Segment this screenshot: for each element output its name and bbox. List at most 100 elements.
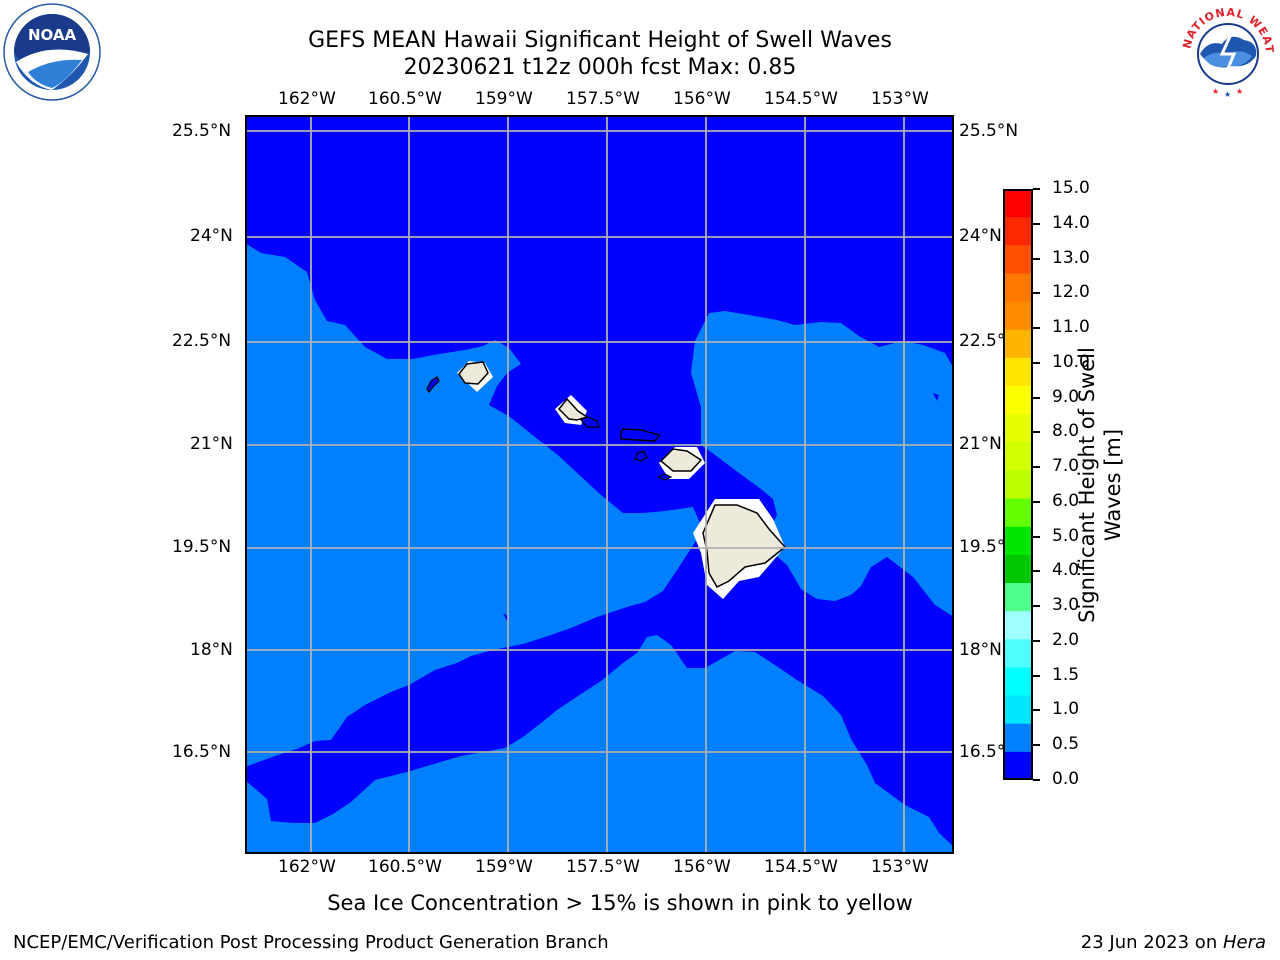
svg-text:NOAA: NOAA [28, 26, 77, 44]
colorbar-swatch [1003, 386, 1033, 415]
colorbar-tick-label: 1.5 [1052, 664, 1080, 685]
island-lanai [634, 450, 648, 462]
island-molokai [620, 428, 661, 442]
colorbar-tick-label: 15.0 [1052, 178, 1090, 198]
colorbar-tick-label: 1.0 [1052, 699, 1080, 720]
colorbar-tick-label: 12.0 [1052, 282, 1090, 303]
lat-label-left-18n: 18°N [190, 640, 233, 660]
colorbar-tick-label: 2.0 [1052, 629, 1080, 650]
lat-label-left-25.5n: 25.5°N [172, 121, 232, 141]
colorbar-tick-label: 6.0 [1052, 490, 1080, 511]
colorbar-tick-mark [1033, 570, 1040, 573]
colorbar-tick-label: 0.5 [1052, 734, 1080, 755]
lat-label-right-24n: 24°N [959, 226, 1002, 246]
chart-title: GEFS MEAN Hawaii Significant Height of S… [308, 28, 892, 53]
colorbar-tick-mark [1033, 292, 1040, 295]
colorbar-swatches [1003, 189, 1033, 781]
lon-label-top-154.5w: 154.5°W [764, 89, 838, 109]
svg-text:★: ★ [1236, 87, 1243, 96]
colorbar-swatch [1003, 639, 1033, 669]
lon-label-bottom-154.5w: 154.5°W [764, 857, 838, 877]
lon-label-top-156w: 156°W [673, 89, 731, 109]
lat-label-left-16.5n: 16.5°N [172, 742, 232, 762]
colorbar-swatch [1003, 470, 1033, 500]
colorbar-swatch [1003, 695, 1033, 725]
colorbar-tick-label: 14.0 [1052, 212, 1090, 233]
lon-label-bottom-159w: 159°W [475, 857, 533, 877]
noaa-logo: NOAA [2, 2, 102, 102]
colorbar-tick-label: 3.0 [1052, 595, 1080, 616]
lon-label-top-153w: 153°W [871, 89, 929, 109]
colorbar-tick-mark [1033, 500, 1040, 503]
colorbar-tick-label: 4.0 [1052, 560, 1080, 581]
lat-label-left-22.5n: 22.5°N [172, 331, 232, 351]
colorbar-label: Significant Height of Swell Waves [m] [1075, 347, 1125, 623]
colorbar-tick-label: 7.0 [1052, 456, 1080, 477]
colorbar-tick-mark [1033, 639, 1040, 642]
colorbar-swatch [1003, 611, 1033, 640]
map-gridlines [245, 115, 954, 854]
colorbar-tick-mark [1033, 257, 1040, 260]
map-frame [245, 115, 954, 854]
footer-right: 23 Jun 2023 on Hera [1081, 932, 1266, 953]
colorbar-swatch [1003, 667, 1033, 697]
island-kauai [458, 361, 489, 385]
colorbar-swatch [1003, 245, 1033, 275]
lon-label-top-159w: 159°W [475, 89, 533, 109]
colorbar-tick-label: 11.0 [1052, 317, 1090, 338]
footer-date: 23 Jun 2023 on [1080, 932, 1223, 953]
lat-label-left-21n: 21°N [190, 434, 233, 454]
svg-text:★: ★ [1212, 87, 1219, 96]
colorbar-tick-label: 10.0 [1052, 351, 1090, 372]
lat-label-right-25.5n: 25.5°N [959, 121, 1019, 141]
colorbar-swatch [1003, 751, 1033, 781]
lon-label-top-160.5w: 160.5°W [368, 89, 442, 109]
colorbar-swatch [1003, 273, 1033, 303]
colorbar-tick-mark [1033, 709, 1040, 712]
colorbar-tick-label: 13.0 [1052, 247, 1090, 268]
lon-label-bottom-156w: 156°W [673, 857, 731, 877]
island-maui [659, 448, 703, 472]
colorbar-frame [1003, 189, 1033, 780]
lat-label-right-18n: 18°N [959, 640, 1002, 660]
sea-ice-note: Sea Ice Concentration > 15% is shown in … [327, 891, 913, 915]
lon-label-bottom-153w: 153°W [871, 857, 929, 877]
colorbar-swatch [1003, 217, 1033, 246]
colorbar-tick-mark [1033, 361, 1040, 364]
blue-speck-east [933, 393, 939, 401]
colorbar-swatch [1003, 329, 1033, 359]
island-niihau [426, 376, 440, 394]
chart-subtitle: 20230621 t12z 000h fcst Max: 0.85 [403, 55, 797, 80]
lat-label-left-19.5n: 19.5°N [172, 537, 232, 557]
lon-label-bottom-162w: 162°W [278, 857, 336, 877]
colorbar-tick-mark [1033, 535, 1040, 538]
colorbar-tick-mark [1033, 779, 1040, 781]
colorbar-tick-label: 8.0 [1052, 421, 1080, 442]
colorbar-tick-mark [1033, 222, 1040, 225]
colorbar-tick-mark [1033, 744, 1040, 747]
colorbar-swatch [1003, 442, 1033, 472]
sea-ice-note-row: Sea Ice Concentration > 15% is shown in … [0, 891, 1280, 915]
svg-text:★: ★ [1224, 90, 1231, 99]
footer-host: Hera [1222, 932, 1266, 953]
colorbar-tick-label: 0.0 [1052, 769, 1080, 789]
ocean-mid-region-south [245, 635, 954, 854]
island-kahoolawe [657, 473, 673, 481]
lon-label-top-157.5w: 157.5°W [566, 89, 640, 109]
colorbar-swatch [1003, 723, 1033, 753]
colorbar-tick-mark [1033, 674, 1040, 677]
colorbar-tick-label: 9.0 [1052, 386, 1080, 407]
footer-left: NCEP/EMC/Verification Post Processing Pr… [13, 932, 609, 953]
island-hawaii [702, 504, 787, 588]
colorbar-tick-mark [1033, 396, 1040, 399]
colorbar-tick-mark [1033, 466, 1040, 469]
nws-logo: NATIONAL WEATHER SERVICE ★ ★ ★ [1173, 0, 1278, 102]
colorbar-swatch [1003, 554, 1033, 584]
colorbar-swatch [1003, 414, 1033, 443]
lon-label-top-162w: 162°W [278, 89, 336, 109]
ocean-mid-region-west [245, 243, 703, 767]
lat-label-right-21n: 21°N [959, 434, 1002, 454]
colorbar-swatch [1003, 583, 1033, 612]
lon-label-bottom-160.5w: 160.5°W [368, 857, 442, 877]
colorbar-swatch [1003, 526, 1033, 556]
